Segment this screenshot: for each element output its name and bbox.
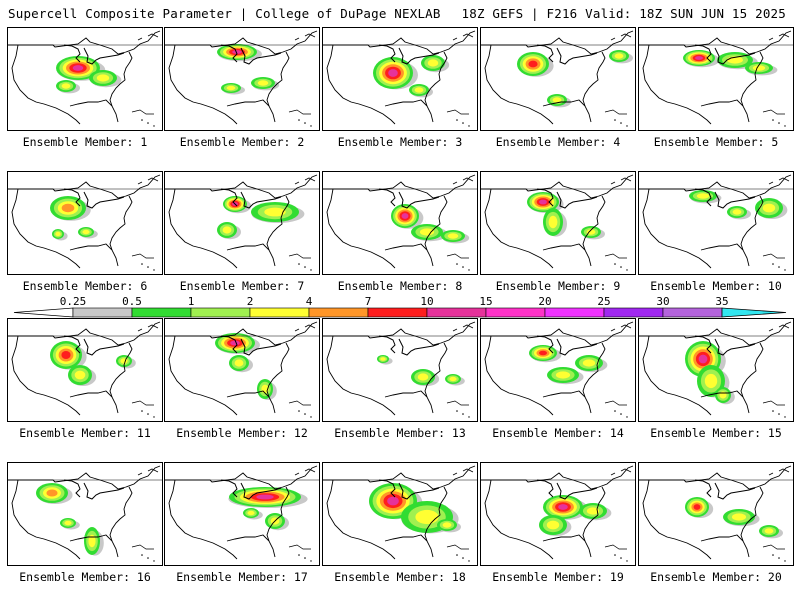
- ensemble-member-map: [638, 462, 794, 566]
- ensemble-member-map: [322, 27, 478, 131]
- colorbar-above-triangle: [721, 307, 787, 318]
- colorbar-tick-label: 20: [538, 295, 551, 308]
- ensemble-member-label: Ensemble Member: 9: [495, 279, 621, 293]
- conus-map: [323, 465, 477, 562]
- colorbar-segment: [426, 307, 487, 318]
- colorbar-segment: [544, 307, 605, 318]
- ensemble-member-label: Ensemble Member: 17: [176, 570, 308, 584]
- colorbar-tick-label: 35: [715, 295, 728, 308]
- conus-map: [8, 321, 162, 418]
- ensemble-member-label: Ensemble Member: 1: [22, 135, 148, 149]
- colorbar-segment: [249, 307, 310, 318]
- ensemble-member-label: Ensemble Member: 11: [19, 426, 151, 440]
- ensemble-member-map: [7, 27, 163, 131]
- conus-map: [323, 321, 477, 418]
- ensemble-member-label: Ensemble Member: 10: [650, 279, 782, 293]
- colorbar-tick-label: 10: [420, 295, 433, 308]
- colorbar-segment: [603, 307, 664, 318]
- ensemble-member-map: [480, 462, 636, 566]
- colorbar-tick-label: 15: [479, 295, 492, 308]
- ensemble-member-label: Ensemble Member: 13: [334, 426, 466, 440]
- conus-map: [639, 465, 793, 562]
- ensemble-member-map: [7, 318, 163, 422]
- ensemble-member-label: Ensemble Member: 14: [492, 426, 624, 440]
- ensemble-member-map: [7, 171, 163, 275]
- ensemble-member-label: Ensemble Member: 19: [492, 570, 624, 584]
- conus-map: [481, 174, 635, 271]
- colorbar-tick-label: 25: [597, 295, 610, 308]
- ensemble-member-label: Ensemble Member: 12: [176, 426, 308, 440]
- conus-map: [323, 174, 477, 271]
- colorbar-below-triangle: [13, 307, 74, 318]
- ensemble-member-label: Ensemble Member: 8: [337, 279, 463, 293]
- conus-map: [8, 465, 162, 562]
- ensemble-member-map: [7, 462, 163, 566]
- ensemble-member-map: [638, 27, 794, 131]
- conus-map: [639, 321, 793, 418]
- colorbar-segment: [662, 307, 723, 318]
- colorbar-legend: 0.25 0.5 1 2 4 7 10 15 20 25 30 35: [13, 295, 787, 318]
- ensemble-member-label: Ensemble Member: 20: [650, 570, 782, 584]
- ensemble-member-map: [164, 171, 320, 275]
- conus-map: [639, 174, 793, 271]
- colorbar-segment: [308, 307, 369, 318]
- colorbar-tick-label: 0.5: [122, 295, 142, 308]
- colorbar-segment: [131, 307, 192, 318]
- ensemble-member-label: Ensemble Member: 6: [22, 279, 148, 293]
- conus-map: [8, 30, 162, 127]
- colorbar-tick-label: 30: [656, 295, 669, 308]
- colorbar-tick-label: 7: [365, 295, 372, 308]
- ensemble-member-label: Ensemble Member: 18: [334, 570, 466, 584]
- colorbar-segment: [367, 307, 428, 318]
- ensemble-member-map: [164, 318, 320, 422]
- run-info: 18Z GEFS | F216 Valid: 18Z SUN JUN 15 20…: [461, 6, 786, 21]
- conus-map: [481, 30, 635, 127]
- conus-map: [639, 30, 793, 127]
- ensemble-member-label: Ensemble Member: 4: [495, 135, 621, 149]
- ensemble-member-map: [164, 462, 320, 566]
- conus-map: [165, 321, 319, 418]
- conus-map: [8, 174, 162, 271]
- conus-map: [165, 30, 319, 127]
- colorbar-tick-label: 0.25: [60, 295, 87, 308]
- ensemble-member-map: [638, 318, 794, 422]
- ensemble-member-map: [480, 171, 636, 275]
- conus-map: [481, 321, 635, 418]
- ensemble-member-map: [164, 27, 320, 131]
- colorbar-segment: [72, 307, 133, 318]
- ensemble-member-map: [322, 462, 478, 566]
- ensemble-member-map: [638, 171, 794, 275]
- conus-map: [165, 174, 319, 271]
- ensemble-member-label: Ensemble Member: 5: [653, 135, 779, 149]
- ensemble-member-label: Ensemble Member: 2: [179, 135, 305, 149]
- ensemble-member-label: Ensemble Member: 7: [179, 279, 305, 293]
- ensemble-member-map: [322, 171, 478, 275]
- ensemble-member-label: Ensemble Member: 15: [650, 426, 782, 440]
- colorbar-tick-label: 4: [306, 295, 313, 308]
- map-title: Supercell Composite Parameter | College …: [8, 6, 441, 21]
- ensemble-member-label: Ensemble Member: 3: [337, 135, 463, 149]
- colorbar-segment: [190, 307, 251, 318]
- colorbar-tick-label: 2: [247, 295, 254, 308]
- ensemble-member-map: [480, 318, 636, 422]
- colorbar-tick-label: 1: [188, 295, 195, 308]
- conus-map: [481, 465, 635, 562]
- ensemble-member-map: [480, 27, 636, 131]
- conus-map: [323, 30, 477, 127]
- ensemble-member-label: Ensemble Member: 16: [19, 570, 151, 584]
- conus-map: [165, 465, 319, 562]
- ensemble-member-map: [322, 318, 478, 422]
- colorbar-segment: [485, 307, 546, 318]
